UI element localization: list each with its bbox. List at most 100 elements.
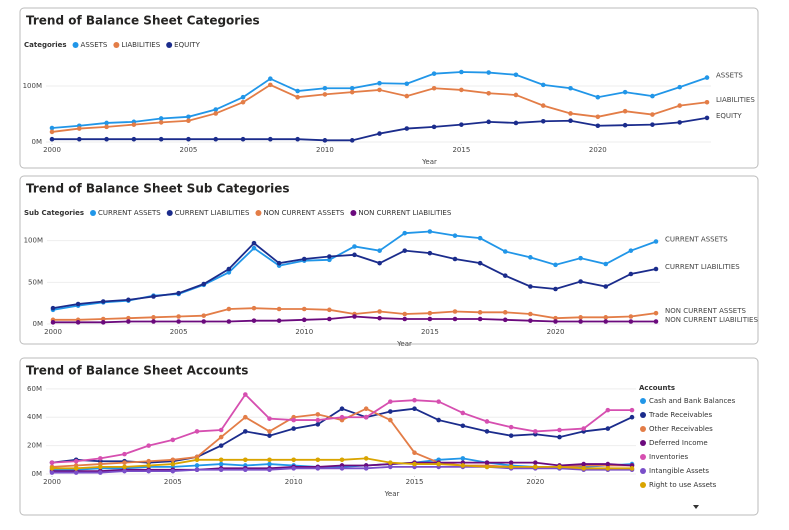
data-point xyxy=(76,136,82,142)
data-point xyxy=(427,310,433,316)
data-point xyxy=(49,136,55,142)
data-point xyxy=(508,433,514,438)
data-point xyxy=(276,318,282,323)
data-point xyxy=(436,417,441,423)
data-point xyxy=(176,319,181,324)
data-point xyxy=(513,72,519,78)
data-point xyxy=(158,136,164,142)
data-point xyxy=(363,414,369,420)
y-tick-label: 60M xyxy=(27,385,42,393)
data-point xyxy=(377,309,382,314)
data-point xyxy=(578,315,583,320)
legend-label: Other Receivables xyxy=(649,425,713,433)
data-point xyxy=(557,464,562,470)
data-point xyxy=(146,443,151,448)
data-point xyxy=(267,433,272,438)
legend-marker xyxy=(90,210,97,216)
data-point xyxy=(508,464,514,470)
data-point xyxy=(622,122,628,128)
x-tick-label: 2015 xyxy=(452,146,470,154)
data-point xyxy=(122,460,127,465)
legend-scroll xyxy=(693,505,699,509)
data-point xyxy=(477,310,483,315)
x-axis-label: Year xyxy=(384,490,400,498)
data-point xyxy=(226,319,232,324)
data-point xyxy=(267,461,272,467)
end-label: NON CURRENT ASSETS xyxy=(665,307,746,315)
data-point xyxy=(49,460,55,465)
data-point xyxy=(402,316,408,322)
data-point xyxy=(653,310,659,316)
data-point xyxy=(291,417,296,423)
data-point xyxy=(460,423,466,429)
data-point xyxy=(268,136,273,142)
data-point xyxy=(377,248,382,253)
data-point xyxy=(322,92,328,97)
data-point xyxy=(486,90,491,96)
data-point xyxy=(459,87,464,93)
chart-title: Trend of Balance Sheet Accounts xyxy=(26,364,248,378)
legend-marker xyxy=(640,440,646,446)
data-point xyxy=(267,416,272,421)
x-tick-label: 2005 xyxy=(170,328,188,336)
data-point xyxy=(402,311,408,317)
data-point xyxy=(477,316,483,322)
data-point xyxy=(315,417,321,423)
data-point xyxy=(131,136,137,142)
data-point xyxy=(240,99,246,105)
data-point xyxy=(412,406,417,412)
data-point xyxy=(452,256,458,262)
end-label: CURRENT LIABILITIES xyxy=(665,263,740,271)
x-axis-label: Year xyxy=(421,158,437,166)
data-point xyxy=(377,131,382,136)
data-point xyxy=(629,414,635,420)
data-point xyxy=(146,458,151,464)
x-tick-label: 2010 xyxy=(316,146,334,154)
data-point xyxy=(122,464,127,470)
data-point xyxy=(213,107,219,112)
legend-label: ASSETS xyxy=(81,41,108,49)
data-point xyxy=(151,294,156,299)
data-point xyxy=(226,270,232,275)
data-point xyxy=(605,407,611,413)
legend-marker xyxy=(166,42,173,48)
data-point xyxy=(557,434,562,440)
data-point xyxy=(267,457,272,463)
legend-marker xyxy=(640,454,646,460)
x-tick-label: 2000 xyxy=(44,328,62,336)
legend-marker xyxy=(350,210,357,216)
data-point xyxy=(508,460,514,465)
data-point xyxy=(653,266,659,272)
x-tick-label: 2010 xyxy=(285,478,303,486)
legend-label: NON CURRENT LIABILITIES xyxy=(358,209,451,217)
data-point xyxy=(484,429,490,434)
legend-marker xyxy=(255,210,262,216)
panel xyxy=(19,357,759,516)
data-point xyxy=(581,461,586,467)
data-point xyxy=(327,257,332,263)
data-point xyxy=(251,318,257,323)
data-point xyxy=(533,464,538,470)
data-point xyxy=(629,466,635,471)
data-point xyxy=(553,262,558,268)
data-point xyxy=(49,129,55,135)
data-point xyxy=(595,114,601,120)
data-point xyxy=(126,297,131,303)
data-point xyxy=(431,85,437,91)
data-point xyxy=(339,406,345,412)
data-point xyxy=(267,429,272,434)
data-point xyxy=(533,429,538,434)
data-point xyxy=(477,260,483,266)
data-point xyxy=(363,466,369,471)
data-point xyxy=(436,399,441,404)
legend-label: CURRENT LIABILITIES xyxy=(175,209,250,217)
data-point xyxy=(243,457,248,463)
data-point xyxy=(251,245,257,251)
data-point xyxy=(388,460,393,465)
data-point xyxy=(194,457,200,463)
data-point xyxy=(677,84,683,90)
end-label: EQUITY xyxy=(716,112,742,120)
data-point xyxy=(349,89,355,95)
data-point xyxy=(486,119,491,125)
data-point xyxy=(484,460,490,465)
